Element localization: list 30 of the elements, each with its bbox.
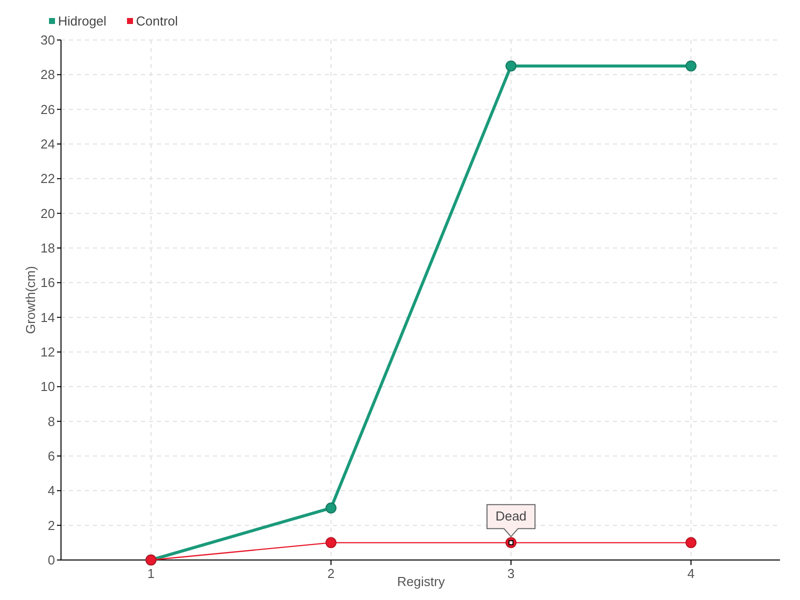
y-tick-label: 18 — [40, 240, 55, 256]
y-tick-label: 0 — [48, 552, 55, 568]
y-tick-label: 24 — [40, 136, 55, 152]
x-tick-label: 3 — [507, 566, 515, 581]
y-tick-label: 28 — [40, 67, 55, 82]
y-tick-label: 8 — [48, 414, 55, 429]
x-tick-label: 1 — [147, 566, 155, 581]
y-tick-label: 26 — [40, 102, 55, 117]
point — [326, 502, 336, 514]
x-axis-title: Registry — [397, 574, 446, 589]
y-tick-label: 14 — [40, 310, 55, 325]
y-tick-label: 6 — [48, 448, 55, 464]
y-tick-label: 10 — [40, 379, 55, 394]
x-tick-label: 2 — [327, 566, 335, 581]
y-tick-label: 2 — [48, 518, 55, 533]
x-tick-label: 4 — [687, 566, 695, 581]
legend-label: Hidrogel — [58, 14, 107, 29]
y-tick-label: 22 — [40, 171, 55, 186]
annotation: Dead — [495, 508, 527, 524]
y-tick-label: 16 — [40, 275, 55, 290]
point — [506, 60, 516, 72]
point — [326, 537, 336, 548]
legend-label: Control — [136, 14, 178, 29]
y-axis-title: Growth(cm) — [23, 266, 38, 334]
point — [686, 60, 696, 72]
y-tick-label: 20 — [40, 206, 55, 221]
y-tick-label: 30 — [40, 32, 55, 48]
point — [686, 537, 696, 548]
y-tick-label: 12 — [40, 344, 55, 360]
y-tick-label: 4 — [48, 483, 55, 498]
